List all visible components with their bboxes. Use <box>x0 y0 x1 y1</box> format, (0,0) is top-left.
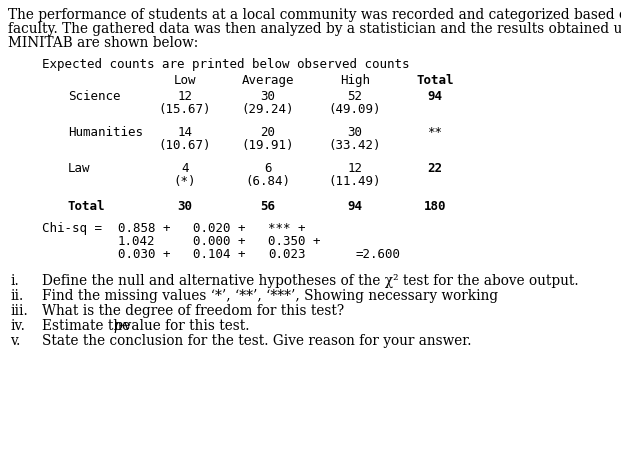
Text: 0.350 +: 0.350 + <box>268 235 320 248</box>
Text: **: ** <box>427 126 443 139</box>
Text: 22: 22 <box>427 161 443 175</box>
Text: i.: i. <box>10 273 19 287</box>
Text: (6.84): (6.84) <box>245 175 291 188</box>
Text: Average: Average <box>242 74 294 87</box>
Text: 4: 4 <box>181 161 189 175</box>
Text: 0.030 +: 0.030 + <box>118 248 171 260</box>
Text: 1.042: 1.042 <box>118 235 155 248</box>
Text: iii.: iii. <box>10 304 28 318</box>
Text: 0.104 +: 0.104 + <box>193 248 245 260</box>
Text: 0.000 +: 0.000 + <box>193 235 245 248</box>
Text: (15.67): (15.67) <box>159 103 211 116</box>
Text: High: High <box>340 74 370 87</box>
Text: Law: Law <box>68 161 91 175</box>
Text: Estimate the: Estimate the <box>42 318 135 332</box>
Text: 94: 94 <box>427 90 443 103</box>
Text: (10.67): (10.67) <box>159 139 211 152</box>
Text: 12: 12 <box>178 90 193 103</box>
Text: 30: 30 <box>178 199 193 212</box>
Text: (29.24): (29.24) <box>242 103 294 116</box>
Text: Total: Total <box>416 74 454 87</box>
Text: (49.09): (49.09) <box>329 103 381 116</box>
Text: *** +: *** + <box>268 221 306 235</box>
Text: (33.42): (33.42) <box>329 139 381 152</box>
Text: 14: 14 <box>178 126 193 139</box>
Text: Total: Total <box>68 199 106 212</box>
Text: Science: Science <box>68 90 120 103</box>
Text: 6: 6 <box>265 161 272 175</box>
Text: =2.600: =2.600 <box>355 248 400 260</box>
Text: 30: 30 <box>348 126 363 139</box>
Text: p: p <box>113 318 122 332</box>
Text: -value for this test.: -value for this test. <box>119 318 250 332</box>
Text: 56: 56 <box>260 199 276 212</box>
Text: The performance of students at a local community was recorded and categorized ba: The performance of students at a local c… <box>8 8 621 22</box>
Text: State the conclusion for the test. Give reason for your answer.: State the conclusion for the test. Give … <box>42 333 471 347</box>
Text: v.: v. <box>10 333 20 347</box>
Text: 94: 94 <box>348 199 363 212</box>
Text: 0.858 +: 0.858 + <box>118 221 171 235</box>
Text: faculty. The gathered data was then analyzed by a statistician and the results o: faculty. The gathered data was then anal… <box>8 22 621 36</box>
Text: (11.49): (11.49) <box>329 175 381 188</box>
Text: Find the missing values ‘*’, ‘**’, ‘***’, Showing necessary working: Find the missing values ‘*’, ‘**’, ‘***’… <box>42 288 498 302</box>
Text: Humanities: Humanities <box>68 126 143 139</box>
Text: Define the null and alternative hypotheses of the χ² test for the above output.: Define the null and alternative hypothes… <box>42 273 579 287</box>
Text: 0.023: 0.023 <box>268 248 306 260</box>
Text: MINITAB are shown below:: MINITAB are shown below: <box>8 36 198 50</box>
Text: (*): (*) <box>174 175 196 188</box>
Text: 30: 30 <box>260 90 276 103</box>
Text: 20: 20 <box>260 126 276 139</box>
Text: 180: 180 <box>424 199 446 212</box>
Text: What is the degree of freedom for this test?: What is the degree of freedom for this t… <box>42 304 344 318</box>
Text: (19.91): (19.91) <box>242 139 294 152</box>
Text: 52: 52 <box>348 90 363 103</box>
Text: Expected counts are printed below observed counts: Expected counts are printed below observ… <box>42 58 409 71</box>
Text: 12: 12 <box>348 161 363 175</box>
Text: Chi-sq =: Chi-sq = <box>42 221 102 235</box>
Text: ii.: ii. <box>10 288 23 302</box>
Text: Low: Low <box>174 74 196 87</box>
Text: 0.020 +: 0.020 + <box>193 221 245 235</box>
Text: iv.: iv. <box>10 318 25 332</box>
